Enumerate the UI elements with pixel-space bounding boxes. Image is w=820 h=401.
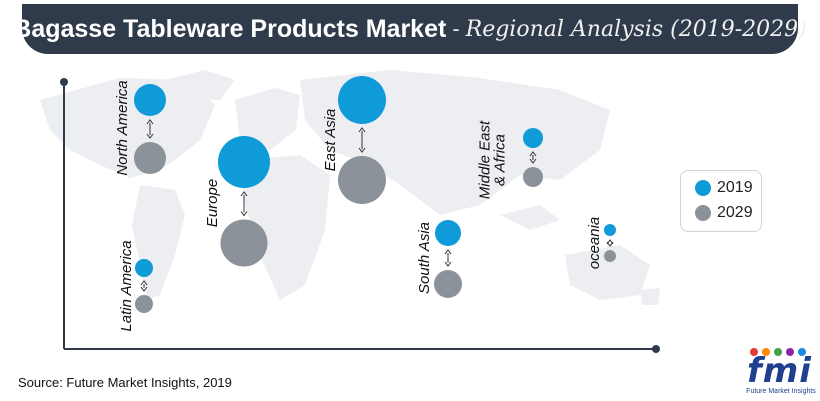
fmi-logo: fmi Future Market Insights — [744, 348, 816, 398]
arrowhead-south-asia-down — [444, 261, 452, 267]
legend-swatch-2019 — [695, 180, 711, 196]
region-label-south-asia: South Asia — [416, 222, 433, 294]
bubble-middle-east-africa-2029 — [523, 167, 543, 187]
x-axis-end-dot — [652, 345, 660, 353]
logo-text: fmi — [747, 351, 812, 391]
chart-subtitle: Regional Analysis (2019-2029) — [465, 16, 807, 42]
bubble-europe-2029 — [220, 219, 268, 267]
chart-title: Bagasse Tableware Products Market — [13, 14, 447, 43]
bubble-south-asia-2019 — [435, 220, 461, 246]
arrowhead-middle-east-africa-down — [529, 158, 537, 164]
bubble-oceania-2029 — [604, 250, 616, 262]
source-note: Source: Future Market Insights, 2019 — [18, 375, 232, 390]
title-banner: Bagasse Tableware Products Market - Regi… — [13, 4, 807, 54]
arrowhead-north-america-up — [146, 119, 154, 125]
y-axis-end-dot — [60, 78, 68, 86]
bubble-north-america-2019 — [134, 84, 166, 116]
legend-item-2019: 2019 — [695, 179, 753, 197]
arrowhead-middle-east-africa-up — [529, 151, 537, 157]
arrowhead-east-asia-up — [358, 127, 366, 133]
arrowhead-europe-up — [240, 191, 248, 197]
arrowhead-latin-america-up — [140, 280, 148, 286]
arrowhead-south-asia-up — [444, 249, 452, 255]
bubble-east-asia-2019 — [338, 76, 386, 124]
arrowhead-oceania-down — [606, 241, 614, 247]
region-label-east-asia: East Asia — [322, 109, 339, 172]
bubble-east-asia-2029 — [338, 156, 386, 204]
arrowhead-latin-america-down — [140, 286, 148, 292]
arrowhead-east-asia-down — [358, 147, 366, 153]
title-separator: - — [452, 16, 460, 41]
legend-swatch-2029 — [695, 205, 711, 221]
legend: 2019 2029 — [680, 170, 762, 232]
region-label-middle-east-africa: Middle East& Africa — [477, 120, 509, 199]
bubble-middle-east-africa-2019 — [523, 128, 543, 148]
legend-item-2029: 2029 — [695, 204, 753, 222]
legend-label-2019: 2019 — [717, 179, 753, 196]
arrowhead-europe-down — [240, 211, 248, 217]
legend-label-2029: 2029 — [717, 204, 753, 221]
logo-tagline: Future Market Insights — [746, 388, 816, 395]
region-label-north-america: North America — [114, 80, 131, 175]
arrowhead-north-america-down — [146, 133, 154, 139]
bubble-oceania-2019 — [604, 224, 616, 236]
region-label-europe: Europe — [204, 179, 221, 227]
region-label-latin-america: Latin America — [118, 240, 135, 331]
bubble-europe-2019 — [218, 136, 270, 188]
bubble-south-asia-2029 — [434, 270, 462, 298]
bubble-north-america-2029 — [134, 142, 166, 174]
bubble-latin-america-2029 — [135, 295, 153, 313]
bubble-latin-america-2019 — [135, 259, 153, 277]
region-label-oceania: oceania — [586, 217, 603, 270]
